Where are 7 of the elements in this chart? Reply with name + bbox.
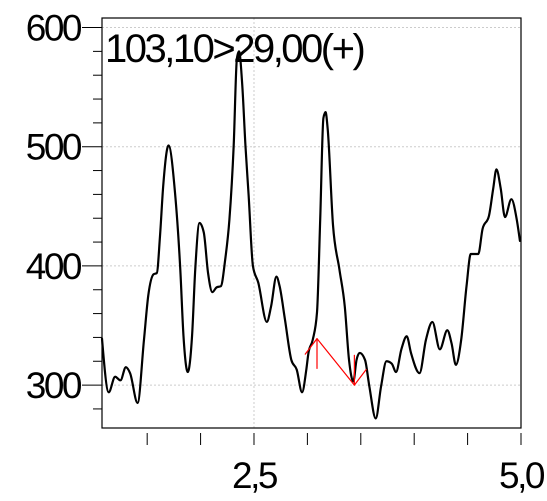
- x-tick-label: 2,5: [232, 455, 278, 496]
- y-tick-label: 300: [26, 365, 82, 406]
- y-tick-label: 400: [26, 246, 82, 287]
- y-tick-label: 500: [26, 126, 82, 168]
- chart-title: 103,10>29,00(+): [105, 27, 364, 71]
- x-tick-label: 5,0: [499, 455, 545, 496]
- y-tick-label: 600: [26, 7, 82, 48]
